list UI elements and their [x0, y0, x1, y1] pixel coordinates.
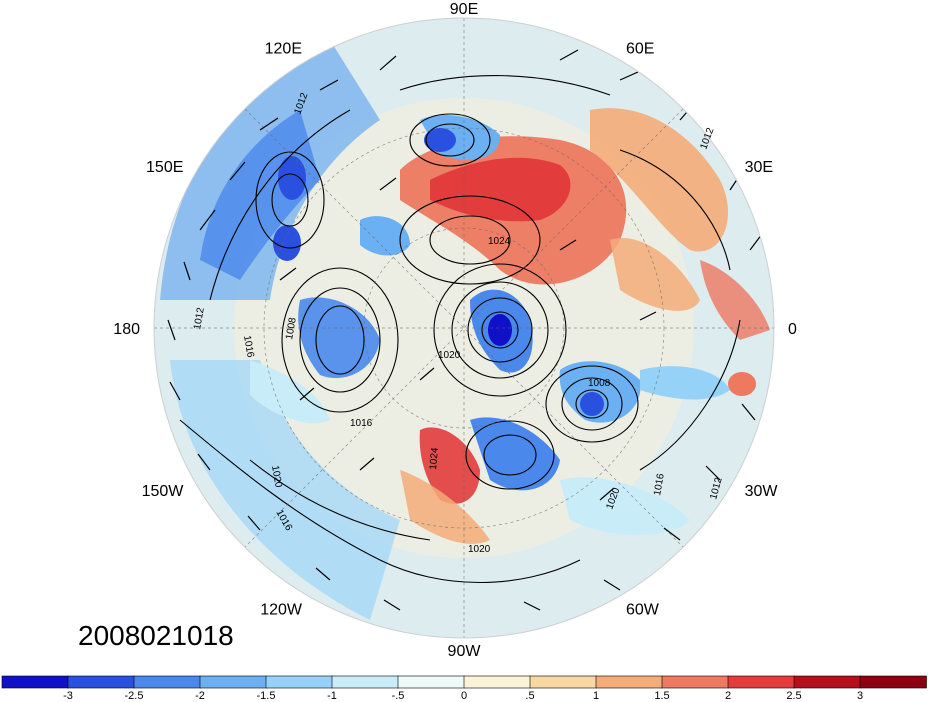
colorbar-tick-label: -2.5 [125, 690, 144, 702]
colorbar-swatch [859, 675, 927, 689]
colorbar-swatch [331, 675, 399, 689]
longitude-label: 120E [265, 40, 302, 57]
colorbar-tick-label: 1 [593, 690, 599, 702]
longitude-labels: 90E 60E 30E 0 30W 60W 90W 120W 150W 180 150E 120E [113, 1, 797, 660]
contour-label: 1016 [652, 472, 667, 496]
contour-label: 1024 [428, 447, 441, 471]
colorbar-swatch [67, 675, 135, 689]
longitude-label: 30W [745, 483, 779, 500]
contour-label: 1008 [284, 316, 299, 340]
colorbar-tick-label: 2.5 [786, 690, 801, 702]
colorbar-tick-label: 3 [857, 690, 863, 702]
colorbar-tick-label: -1 [327, 690, 337, 702]
map-boundary [153, 17, 775, 639]
valid-time-label: 2008021018 [78, 620, 234, 651]
anomaly-field [154, 18, 774, 638]
colorbar-tick-label: -3 [63, 690, 73, 702]
longitude-label: 0 [788, 321, 797, 338]
contour-label: 1012 [192, 306, 207, 330]
graticule [154, 18, 774, 638]
colorbar-swatch [793, 675, 861, 689]
colorbar-swatch [199, 675, 267, 689]
colorbar-swatch [529, 675, 597, 689]
colorbar-swatch [595, 675, 663, 689]
longitude-label: 90E [450, 1, 478, 18]
contour-label: 1008 [588, 378, 611, 389]
colorbar-tick-label: -1.5 [257, 690, 276, 702]
colorbar-swatch [133, 675, 201, 689]
longitude-label: 30E [745, 159, 773, 176]
colorbar-swatch [397, 675, 465, 689]
longitude-label: 90W [448, 643, 482, 660]
contour-label: 1020 [468, 544, 491, 555]
longitude-label: 120W [260, 602, 303, 619]
colorbar-tick-label: 1.5 [654, 690, 669, 702]
colorbar-tick-label: -.5 [392, 690, 405, 702]
contour-label: 1020 [269, 465, 284, 489]
colorbar-tick-label: .5 [525, 690, 534, 702]
longitude-label: 150W [142, 483, 185, 500]
colorbar-swatch [1, 675, 69, 689]
colorbar-swatch [265, 675, 333, 689]
longitude-label: 60E [626, 40, 654, 57]
colorbar-swatch [463, 675, 531, 689]
colorbar-tick-label: 0 [461, 690, 467, 702]
longitude-label: 180 [113, 321, 140, 338]
colorbar-swatch [661, 675, 729, 689]
colorbar-tick-label: -2 [195, 690, 205, 702]
colorbar-tick-label: 2 [725, 690, 731, 702]
wind-barbs [167, 49, 763, 611]
longitude-label: 60W [626, 602, 660, 619]
isobars [179, 75, 741, 583]
contour-label: 1016 [350, 418, 373, 429]
contour-label: 1016 [241, 335, 256, 359]
colorbar: -3 -2.5 -2 -1.5 -1 -.5 0 .5 1 1.5 2 2.5 3 [1, 675, 927, 702]
contour-label: 1020 [438, 350, 461, 361]
colorbar-swatch [727, 675, 795, 689]
longitude-label: 150E [146, 159, 183, 176]
contour-label: 1024 [488, 236, 511, 247]
